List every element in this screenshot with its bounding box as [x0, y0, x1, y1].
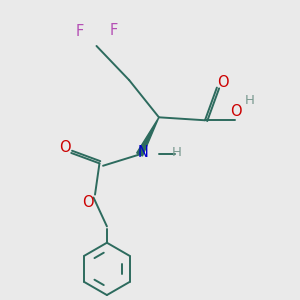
- Text: O: O: [230, 104, 242, 119]
- Text: H: H: [244, 94, 254, 107]
- Text: F: F: [76, 24, 84, 39]
- Text: H: H: [172, 146, 182, 160]
- Text: O: O: [82, 195, 94, 210]
- Polygon shape: [137, 117, 159, 156]
- Text: N: N: [138, 146, 148, 160]
- Text: F: F: [110, 23, 118, 38]
- Text: O: O: [59, 140, 70, 154]
- Text: O: O: [218, 75, 229, 90]
